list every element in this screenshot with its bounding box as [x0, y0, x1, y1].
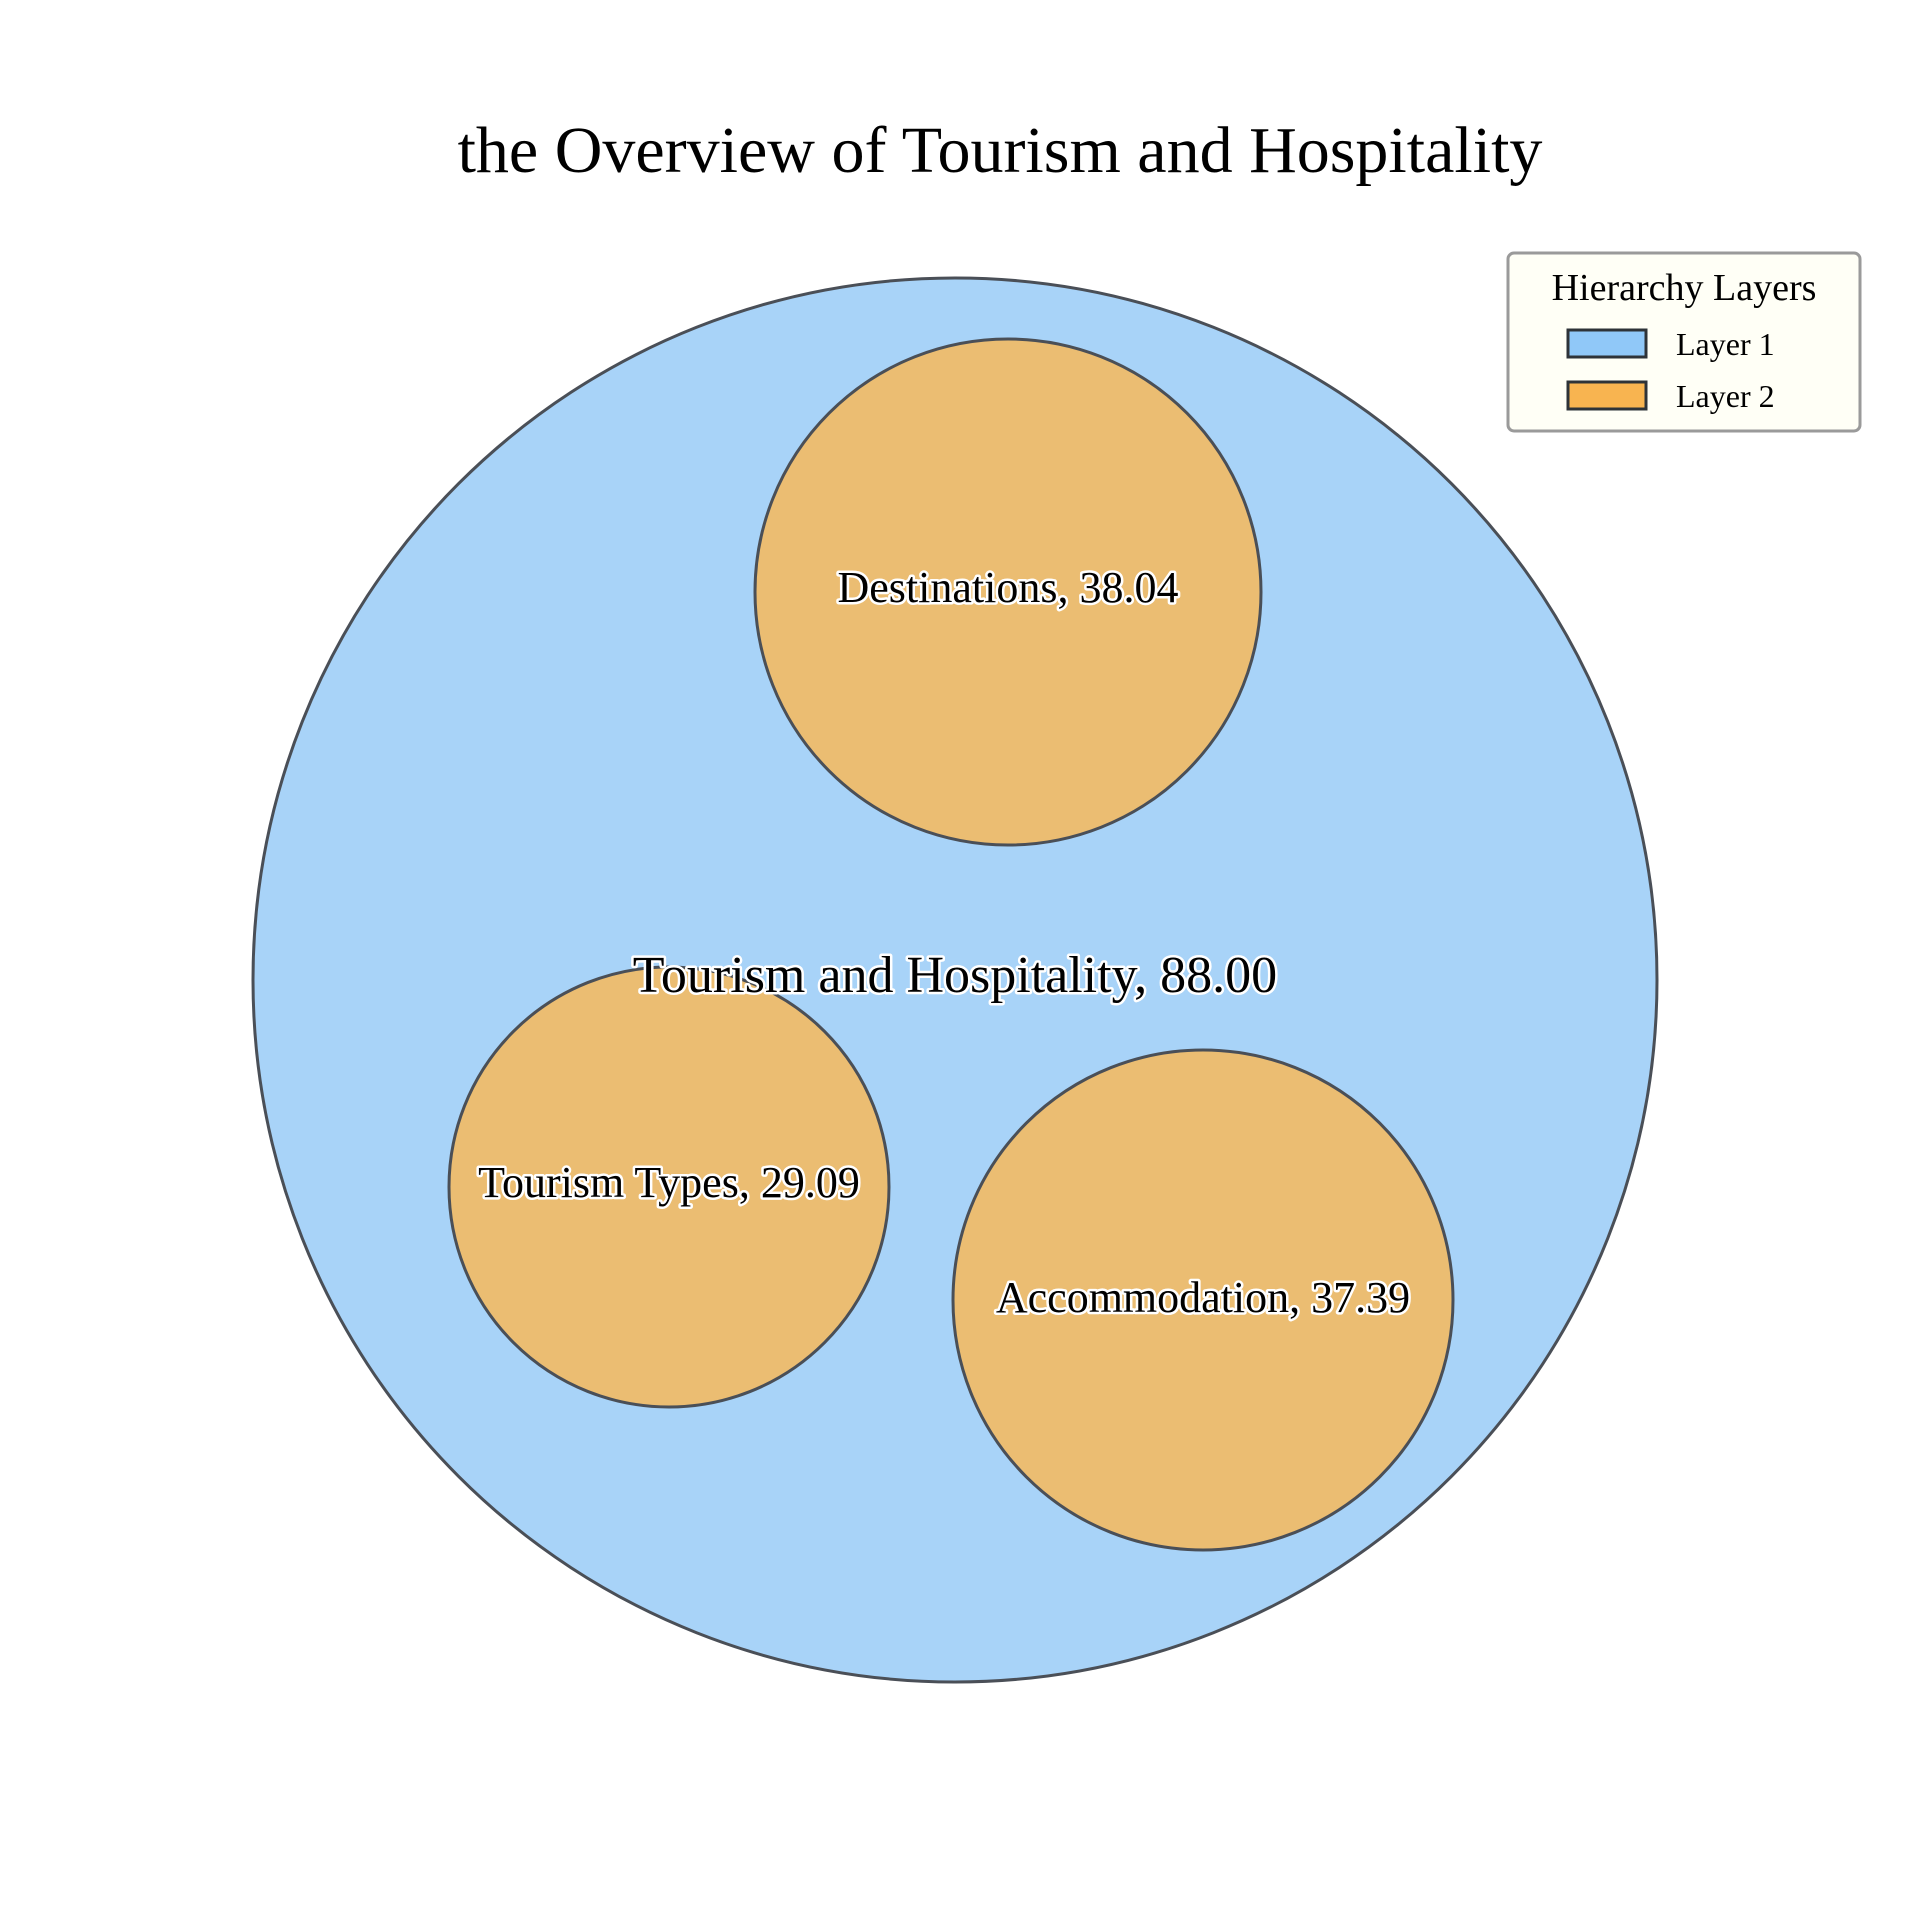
bubble-destinations: [753, 337, 1263, 847]
label-tourism-types: Tourism Types, 29.09: [478, 1158, 860, 1207]
bubbles-group: [251, 276, 1659, 1684]
bubble-tourism-types: [447, 965, 891, 1409]
label-tourism-and-hospitality: Tourism and Hospitality, 88.00: [633, 947, 1277, 1004]
labels-group: Tourism and Hospitality, 88.00 Destinatio…: [476, 561, 1413, 1325]
legend-swatch-layer-1: [1566, 328, 1648, 359]
label-destinations: Destinations, 38.04: [838, 563, 1179, 612]
bubble-accommodation: [951, 1048, 1455, 1552]
legend: Hierarchy Layers Layer 1 Layer 2: [1506, 251, 1862, 433]
legend-label-layer-2: Layer 2: [1676, 378, 1775, 414]
chart-title: the Overview of Tourism and Hospitality: [458, 114, 1543, 187]
legend-label-layer-1: Layer 1: [1676, 326, 1775, 362]
legend-items: Layer 1 Layer 2: [1566, 326, 1775, 414]
legend-title: Hierarchy Layers: [1552, 267, 1817, 309]
label-accommodation: Accommodation, 37.39: [996, 1273, 1410, 1322]
legend-swatch-layer-2: [1566, 380, 1648, 411]
